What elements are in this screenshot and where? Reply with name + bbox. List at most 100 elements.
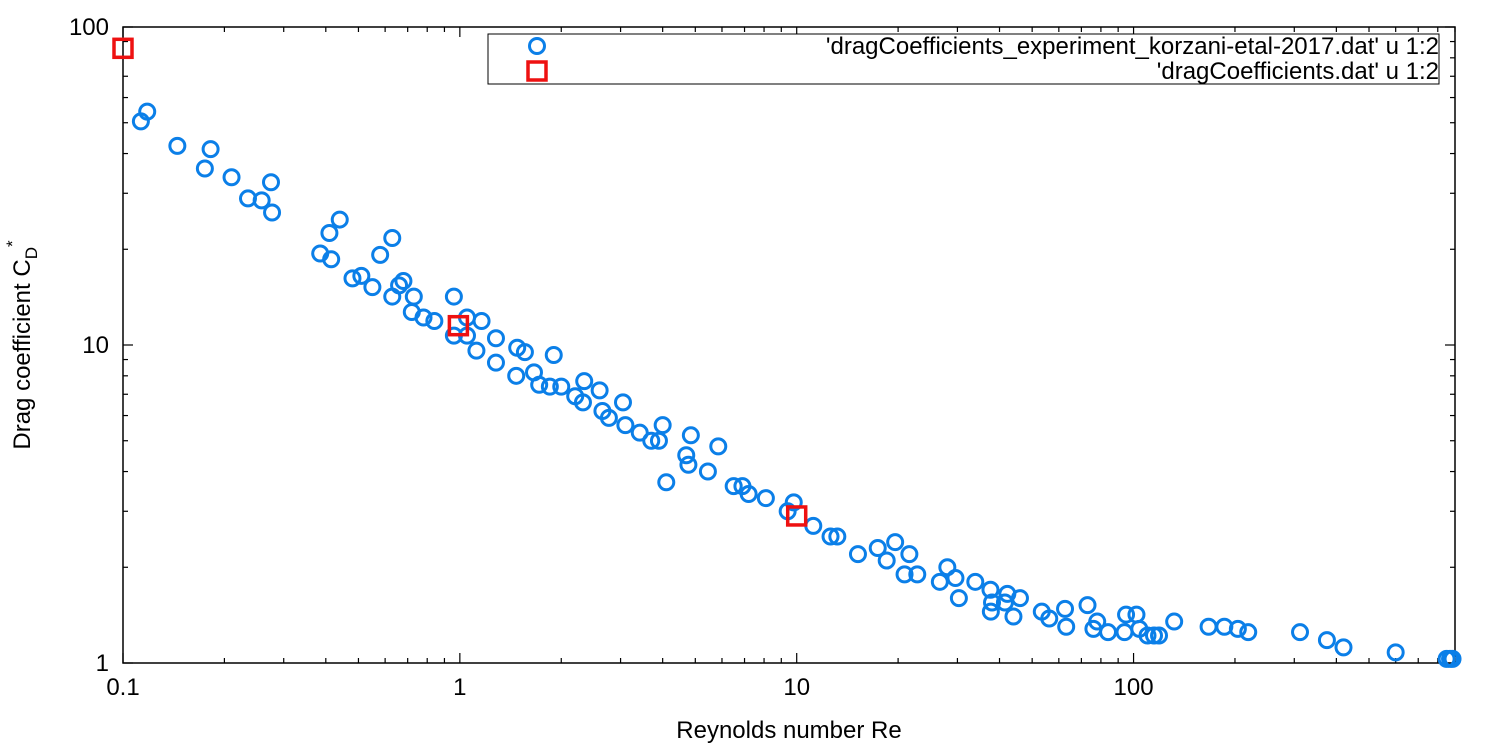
data-point-circle <box>981 580 1000 599</box>
data-point-circle <box>530 375 549 394</box>
data-point-circle <box>653 416 672 435</box>
data-point-circle <box>804 516 823 535</box>
legend-label-korzani-series: 'dragCoefficients_experiment_korzani-eta… <box>826 33 1439 60</box>
data-point-circle <box>1127 605 1146 624</box>
data-point-circle <box>848 545 867 564</box>
data-point-circle <box>1334 638 1353 657</box>
plot-frame <box>122 26 1456 664</box>
data-point-circle <box>390 276 409 295</box>
y-axis-label-subscript: D <box>22 247 41 259</box>
data-point-circle <box>168 136 187 155</box>
data-point-circle <box>946 569 965 588</box>
x-tick-label: 0.1 <box>106 674 139 701</box>
data-point-circle <box>1115 623 1134 642</box>
data-point-circle <box>201 140 220 159</box>
y-tick-label: 1 <box>96 650 109 677</box>
data-point-circle <box>949 589 968 608</box>
data-point-circle <box>486 329 505 348</box>
data-point-circle <box>616 416 635 435</box>
data-point-circle <box>195 159 214 178</box>
data-point-circle <box>877 551 896 570</box>
y-tick-label: 100 <box>69 14 109 41</box>
data-point-circle <box>709 437 728 456</box>
data-point-circle <box>1228 619 1247 638</box>
data-point-square <box>112 37 134 60</box>
data-point-circle <box>544 346 563 365</box>
data-point-circle <box>966 572 985 591</box>
data-point-circle <box>1117 605 1136 624</box>
data-point-circle <box>886 533 905 552</box>
data-point-circle <box>657 473 676 492</box>
data-point-square <box>785 505 808 527</box>
data-point-circle <box>983 593 1002 612</box>
data-point-circle <box>599 408 618 427</box>
data-point-circle <box>981 602 1000 621</box>
data-point-circle <box>1386 643 1405 662</box>
data-point-circle <box>930 572 949 591</box>
data-point-circle <box>677 446 696 465</box>
y-axis-label: Drag coefficient CD* <box>3 240 41 450</box>
y-tick-label: 10 <box>82 332 109 359</box>
data-point-circle <box>1004 607 1023 626</box>
data-point-circle <box>320 224 339 243</box>
data-point-circle <box>1150 626 1169 645</box>
x-axis-label: Reynolds number Re <box>676 717 901 744</box>
data-point-circle <box>573 393 592 412</box>
data-point-circle <box>363 278 382 297</box>
data-point-circle <box>1165 612 1184 631</box>
data-point-circle <box>1040 609 1059 628</box>
data-point-circle <box>1057 617 1076 636</box>
data-point-circle <box>724 477 743 496</box>
data-point-circle <box>575 372 594 391</box>
x-tick-label: 10 <box>783 674 810 701</box>
data-point-circle <box>467 341 486 360</box>
data-point-circle <box>322 250 341 269</box>
legend-marker-dragcoefficients-series <box>526 60 548 82</box>
data-point-circle <box>252 191 271 210</box>
axis-ticks <box>122 26 1456 664</box>
data-point-circle <box>1443 649 1462 668</box>
data-point-circle <box>1078 596 1097 615</box>
data-point-circle <box>895 565 914 584</box>
data-point-circle <box>908 565 927 584</box>
legend: 'dragCoefficients_experiment_korzani-eta… <box>487 33 1440 85</box>
data-point-circle <box>444 287 463 306</box>
data-point-circle <box>540 377 559 396</box>
data-point-circle <box>261 173 280 192</box>
data-point-circle <box>222 168 241 187</box>
legend-marker-korzani-series <box>528 37 546 55</box>
data-point-circle <box>1317 631 1336 650</box>
data-point-circle <box>404 287 423 306</box>
x-tick-label: 1 <box>453 674 466 701</box>
data-point-circle <box>784 493 803 512</box>
data-point-circle <box>900 545 919 564</box>
data-point-circle <box>1088 612 1107 631</box>
data-point-circle <box>486 353 505 372</box>
y-axis-label-main: Drag coefficient C <box>9 259 36 449</box>
data-point-circle <box>681 426 700 445</box>
data-point-circle <box>756 489 775 508</box>
data-point-circle <box>613 393 632 412</box>
data-point-circle <box>1291 623 1310 642</box>
data-point-circle <box>1199 617 1218 636</box>
data-point-circle <box>507 366 526 385</box>
data-point-circle <box>1145 626 1164 645</box>
data-point-circle <box>698 462 717 481</box>
data-point-circle <box>515 343 534 362</box>
data-point-square <box>447 314 470 337</box>
data-point-circle <box>868 538 887 557</box>
data-point-circle <box>1138 626 1157 645</box>
data-point-circle <box>821 527 840 546</box>
data-point-circle <box>263 203 282 222</box>
data-point-circle <box>371 245 390 264</box>
data-point-circle <box>138 102 157 121</box>
data-points <box>112 37 1462 668</box>
data-point-circle <box>590 381 609 400</box>
y-axis-label-superscript: * <box>3 240 22 247</box>
legend-box <box>487 33 1440 85</box>
data-point-circle <box>1239 623 1258 642</box>
data-point-circle <box>552 377 571 396</box>
